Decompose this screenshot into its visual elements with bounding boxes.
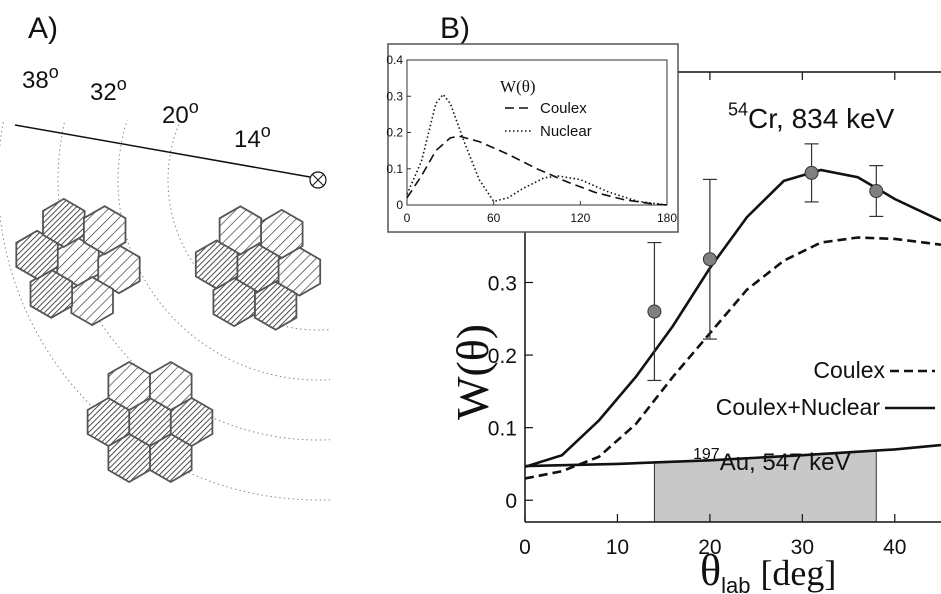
target (310, 172, 326, 188)
data-point (703, 253, 716, 266)
data-point (805, 166, 818, 179)
text-part: o (117, 74, 127, 94)
y-tick-label: 0 (505, 490, 517, 513)
legend-label: Coulex+Nuclear (716, 394, 881, 420)
text-part: Cr, 834 keV (748, 103, 895, 134)
legend-label: Coulex (540, 100, 587, 117)
y-tick-label: 0 (396, 198, 403, 212)
angle-label: 20o (162, 97, 199, 129)
y-tick-label: 0.3 (386, 89, 403, 103)
y-tick-label: 0.1 (386, 162, 403, 176)
text-part: θ (700, 546, 721, 594)
y-axis-label: W(θ) (447, 324, 498, 420)
detector-clusters (16, 199, 320, 482)
angle-label: 32o (90, 74, 127, 106)
x-axis-label: θlab [deg] (700, 546, 836, 594)
inset-box (388, 44, 678, 232)
text-part: 38 (22, 67, 49, 94)
x-tick-label: 180 (657, 211, 677, 225)
text-part: o (189, 97, 199, 117)
x-tick-label: 0 (519, 536, 531, 559)
text-part: 54 (728, 99, 748, 119)
inset-chart: 0 60 120 180 0 0.1 0.2 0.3 0.4 W(θ)Coulex Nuclear (386, 44, 678, 232)
text-part: lab (721, 573, 750, 594)
panel-label: B) (440, 12, 470, 45)
x-tick-label: 120 (570, 211, 590, 225)
panel-label: A) (28, 12, 58, 45)
data-point (870, 185, 883, 198)
text-part: o (261, 121, 271, 141)
text-part: Au, 547 keV (720, 449, 851, 476)
x-tick-label: 0 (404, 211, 411, 225)
x-tick-label: 40 (883, 536, 906, 559)
y-tick-label: 0.4 (386, 53, 403, 67)
data-point (648, 305, 661, 318)
text-part: o (49, 62, 59, 82)
angle-label: 14o (234, 121, 271, 153)
annotation: 54Cr, 834 keV (728, 99, 895, 134)
legend-label: Nuclear (540, 123, 592, 140)
legend-label: Coulex (813, 357, 885, 383)
figure: A)B)38o32o20o14o01020304000.10.20.3Coule… (0, 0, 941, 594)
legend-title: W(θ) (500, 77, 536, 96)
y-tick-label: 0.1 (488, 418, 517, 441)
text-part: [deg] (760, 553, 836, 593)
angle-label: 38o (22, 62, 59, 94)
text-part: 14 (234, 126, 261, 153)
y-tick-label: 0.2 (386, 126, 403, 140)
text-part: 32 (90, 79, 117, 106)
x-tick-label: 10 (606, 536, 629, 559)
text-part: 197 (693, 446, 720, 463)
x-tick-label: 60 (487, 211, 501, 225)
text-part: 20 (162, 102, 189, 129)
y-tick-label: 0.3 (488, 272, 517, 295)
